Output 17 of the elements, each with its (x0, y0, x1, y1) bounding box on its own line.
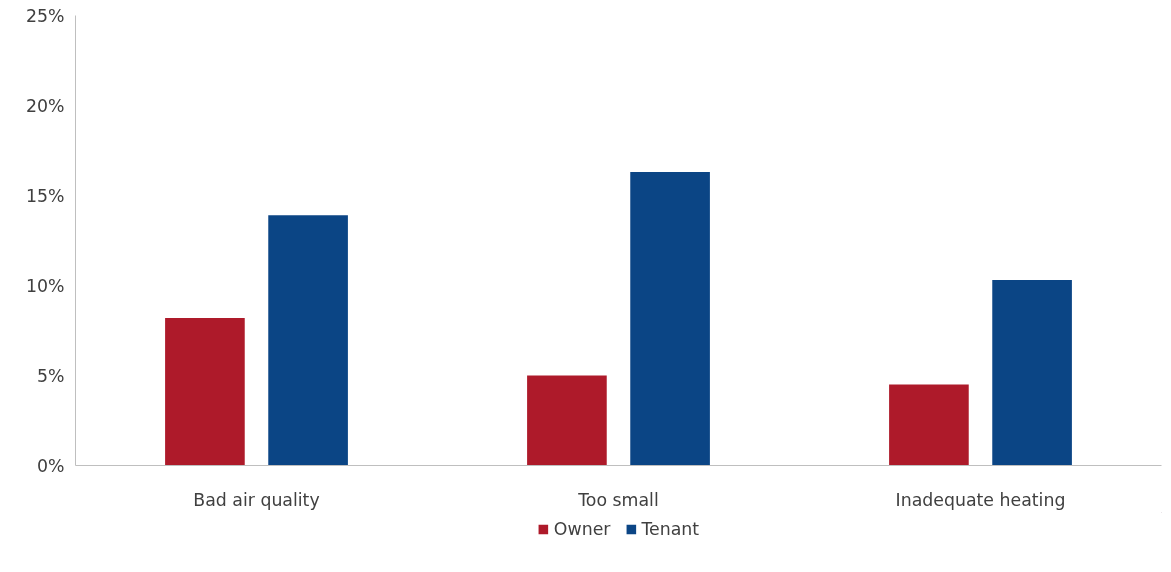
x-tick-label: Inadequate heating (895, 489, 1066, 510)
y-tick-label: 15% (25, 185, 65, 206)
x-tick-label: Too small (577, 489, 659, 510)
y-tick-label: 0% (37, 455, 65, 476)
legend-label: Owner (553, 519, 611, 539)
y-tick-label: 25% (25, 5, 65, 26)
x-tick-label: Bad air quality (193, 489, 320, 510)
y-tick-label: 5% (37, 365, 65, 386)
legend-label: Tenant (641, 519, 700, 539)
bar (630, 172, 710, 466)
bar (165, 317, 245, 466)
y-tick-label: 20% (25, 95, 65, 116)
y-tick-label: 10% (25, 275, 65, 296)
bar (268, 215, 348, 466)
bar (992, 280, 1072, 466)
bar (527, 375, 607, 466)
bar (889, 384, 969, 466)
